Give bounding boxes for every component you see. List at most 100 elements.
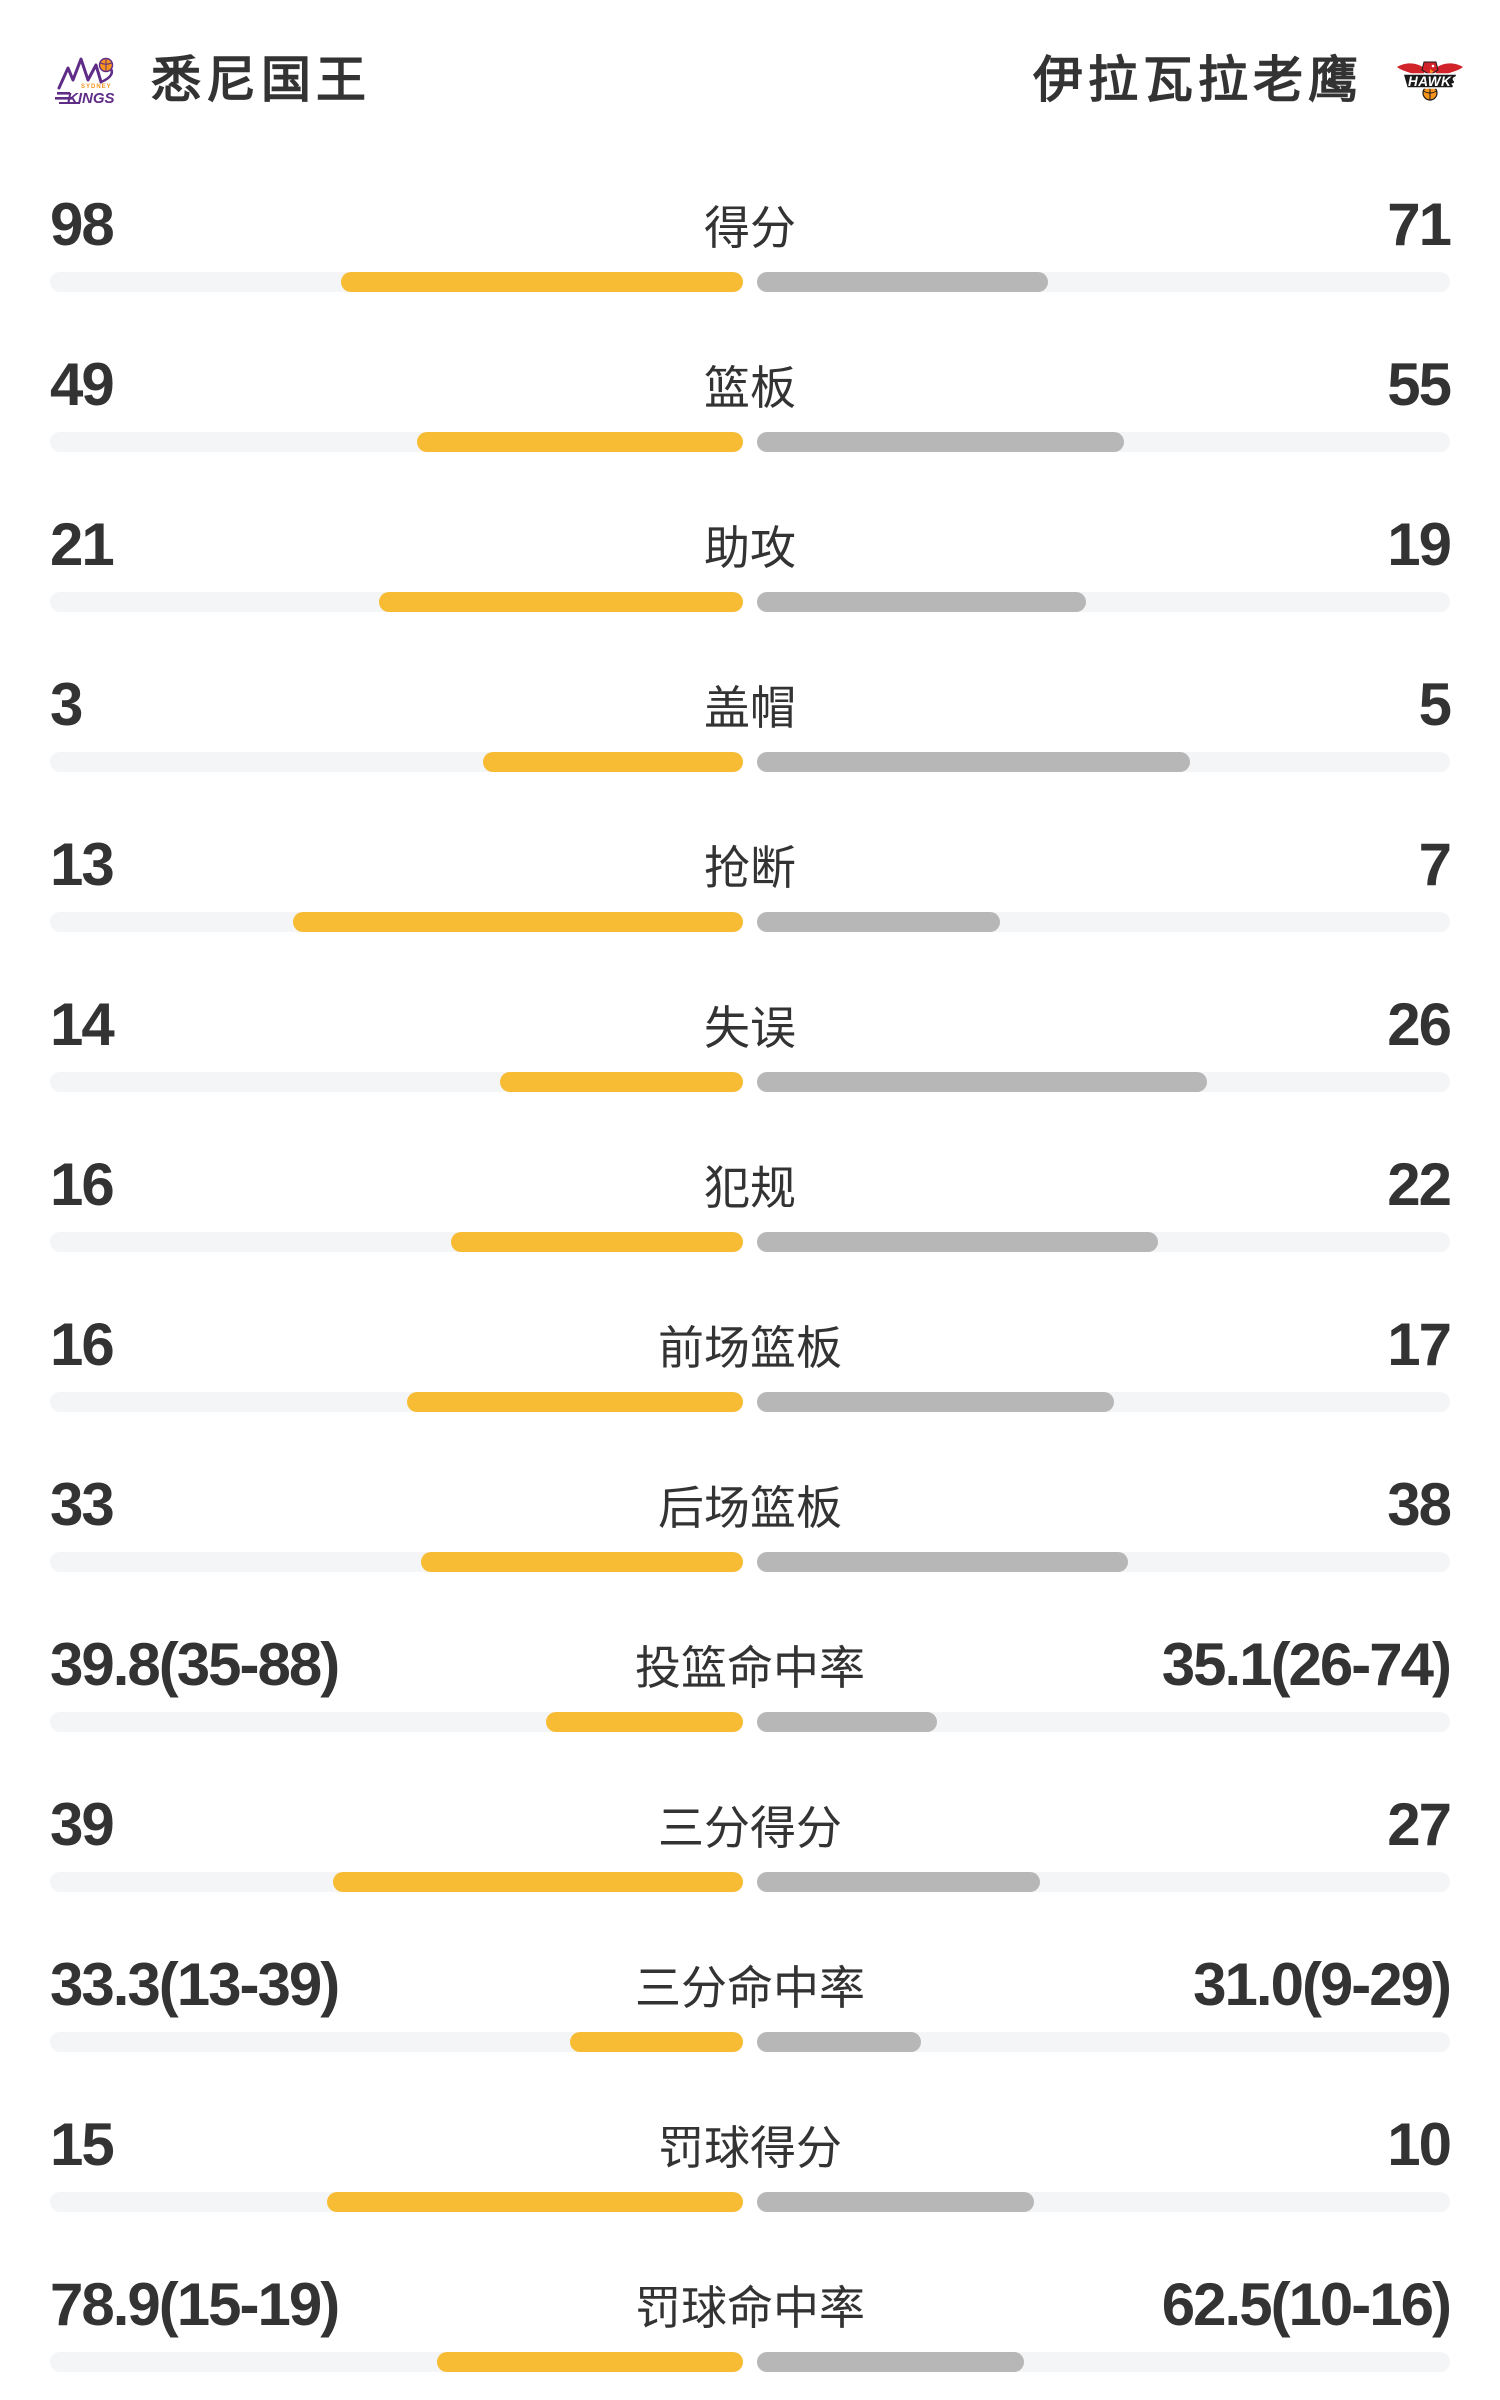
stat-row-values: 33 后场篮板 38 [50,1471,1452,1538]
away-bar-track [757,2352,1450,2372]
away-bar-track [757,2192,1450,2212]
home-value: 33 [50,1471,115,1538]
home-bar-fill [545,1712,743,1732]
stat-row-values: 98 得分 71 [50,191,1452,258]
away-bar-fill [757,2192,1035,2212]
stat-label: 抢断 [704,842,796,894]
home-bar-track [50,1392,743,1412]
away-bar-track [757,1552,1450,1572]
home-bar-fill [292,912,743,932]
away-value: 31.0(9-29) [1193,1951,1452,2018]
svg-text:SYDNEY: SYDNEY [81,84,112,90]
home-bar-track [50,1552,743,1572]
away-value: 5 [1418,671,1452,738]
stat-row-values: 21 助攻 19 [50,511,1452,578]
stat-row: 98 得分 71 [50,150,1452,310]
stat-row: 49 篮板 55 [50,310,1452,470]
home-value: 33.3(13-39) [50,1951,340,2018]
away-team: 伊拉瓦拉老鹰 HAWKS [1033,54,1465,106]
home-bar-track [50,432,743,452]
home-bar-fill [569,2032,743,2052]
stat-row: 39.8(35-88) 投篮命中率 35.1(26-74) [50,1590,1452,1750]
home-bar-track [50,1872,743,1892]
stat-row: 39 三分得分 27 [50,1750,1452,1910]
stat-row: 15 罚球得分 10 [50,2070,1452,2230]
stat-row: 3 盖帽 5 [50,630,1452,790]
stat-row-values: 39.8(35-88) 投篮命中率 35.1(26-74) [50,1631,1452,1698]
stat-row-bars [50,1552,1450,1572]
stat-label: 后场篮板 [658,1482,842,1534]
home-bar-fill [416,432,743,452]
home-bar-fill [500,1072,743,1092]
stat-row-values: 13 抢断 7 [50,831,1452,898]
away-bar-track [757,432,1450,452]
home-value: 16 [50,1311,115,1378]
away-value: 19 [1387,511,1452,578]
away-bar-track [757,752,1450,772]
stat-row-values: 49 篮板 55 [50,351,1452,418]
stat-label: 盖帽 [704,682,796,734]
away-team-name: 伊拉瓦拉老鹰 [1033,52,1363,108]
stat-row-values: 16 犯规 22 [50,1151,1452,1218]
stat-label: 前场篮板 [658,1322,842,1374]
away-bar-fill [757,1232,1159,1252]
home-bar-fill [437,2352,743,2372]
away-bar-track [757,272,1450,292]
home-bar-fill [451,1232,743,1252]
away-bar-fill [757,1072,1208,1092]
home-bar-fill [327,2192,743,2212]
stat-label: 失误 [704,1002,796,1054]
illawarra-hawks-logo-icon: HAWKS [1397,61,1463,101]
stat-row-bars [50,1712,1450,1732]
home-bar-fill [406,1392,743,1412]
home-value: 21 [50,511,115,578]
away-value: 10 [1387,2111,1452,2178]
home-bar-track [50,2352,743,2372]
away-value: 62.5(10-16) [1161,2271,1452,2338]
stat-row: 14 失误 26 [50,950,1452,1110]
stat-label: 罚球得分 [658,2122,842,2174]
away-value: 27 [1387,1791,1452,1858]
away-bar-track [757,1072,1450,1092]
stat-row-bars [50,2352,1450,2372]
stat-row: 78.9(15-19) 罚球命中率 62.5(10-16) [50,2230,1452,2390]
stat-label: 投篮命中率 [635,1642,865,1694]
stat-row-bars [50,2192,1450,2212]
away-value: 7 [1418,831,1452,898]
away-bar-track [757,1392,1450,1412]
stat-row-bars [50,432,1450,452]
away-value: 38 [1387,1471,1452,1538]
away-bar-track [757,1872,1450,1892]
stat-label: 犯规 [704,1162,796,1214]
home-bar-track [50,1072,743,1092]
away-value: 55 [1387,351,1452,418]
away-bar-fill [757,752,1191,772]
stat-label: 助攻 [704,522,796,574]
home-bar-track [50,272,743,292]
away-bar-track [757,592,1450,612]
home-bar-track [50,2192,743,2212]
home-bar-track [50,752,743,772]
stat-row-values: 33.3(13-39) 三分命中率 31.0(9-29) [50,1951,1452,2018]
stat-label: 篮板 [704,362,796,414]
stat-row: 33 后场篮板 38 [50,1430,1452,1590]
svg-text:KINGS: KINGS [67,90,115,104]
home-value: 14 [50,991,115,1058]
away-value: 71 [1387,191,1452,258]
away-bar-fill [757,2352,1024,2372]
stat-row-bars [50,912,1450,932]
home-bar-track [50,2032,743,2052]
stat-row-values: 78.9(15-19) 罚球命中率 62.5(10-16) [50,2271,1452,2338]
stat-row-values: 15 罚球得分 10 [50,2111,1452,2178]
home-value: 16 [50,1151,115,1218]
stat-label: 罚球命中率 [635,2282,865,2334]
stat-row-bars [50,1072,1450,1092]
home-value: 39.8(35-88) [50,1631,340,1698]
stat-label: 三分得分 [658,1802,842,1854]
home-bar-track [50,1232,743,1252]
home-bar-fill [420,1552,743,1572]
away-value: 22 [1387,1151,1452,1218]
home-bar-fill [379,592,743,612]
scoreboard-header: SYDNEY KINGS 悉尼国王 伊拉瓦拉老鹰 HAWKS [0,0,1500,150]
away-bar-fill [757,1552,1128,1572]
